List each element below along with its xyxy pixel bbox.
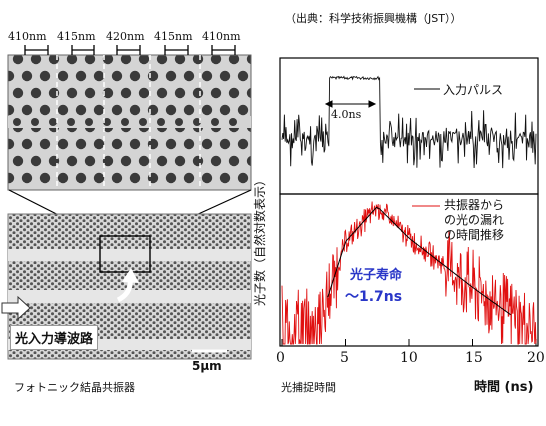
- period-label-4: 415nm: [154, 30, 193, 43]
- x-axis-label: 時間 (ns): [474, 380, 534, 395]
- pulse-width-arrow: [324, 100, 377, 108]
- y-axis-label: 光子数（自然対数表示）: [253, 173, 267, 306]
- x-tick-label-15: 15: [465, 350, 483, 366]
- x-axis-ticks: [281, 339, 537, 346]
- lifetime-label-1: 光子寿命: [350, 268, 403, 283]
- legend-leak-line-1: 共振器から: [444, 198, 505, 212]
- zoom-region-box: [99, 235, 151, 273]
- waveguide-label: 光入力導波路: [10, 325, 99, 350]
- period-brackets: [24, 45, 236, 55]
- scale-bar-label: 5μm: [192, 359, 222, 373]
- period-label-3: 420nm: [106, 30, 145, 43]
- source-note: （出典：科学技術振興機構（JST））: [285, 12, 462, 25]
- x-tick-label-20: 20: [527, 350, 545, 366]
- x-tick-label-0: 0: [276, 350, 285, 366]
- legend-leak-line-3: の時間推移: [444, 228, 505, 242]
- leak-envelope-line: [327, 206, 511, 316]
- x-axis-prefix: 光捕捉時間: [281, 381, 336, 394]
- period-label-2: 415nm: [57, 30, 96, 43]
- pulse-width-label: 4.0ns: [331, 108, 362, 121]
- lifetime-label-2: ～1.7ns: [345, 289, 403, 305]
- legend-leak-line-2: の光の漏れ: [444, 213, 505, 227]
- curve-arrow-icon: [122, 268, 139, 283]
- x-tick-label-5: 5: [340, 350, 349, 366]
- crystal-closeup-image: [7, 54, 252, 191]
- period-label-1: 410nm: [8, 30, 47, 43]
- leak-series: [281, 201, 537, 345]
- x-tick-label-10: 10: [400, 350, 418, 366]
- input-pulse-series: [281, 75, 537, 169]
- legend-input-pulse: 入力パルス: [443, 83, 504, 97]
- input-arrow-icon: [1, 295, 31, 321]
- crystal-caption: フォトニック結晶共振器: [14, 381, 135, 394]
- legend-leak: 共振器から の光の漏れ の時間推移: [444, 198, 504, 243]
- period-label-5: 410nm: [202, 30, 241, 43]
